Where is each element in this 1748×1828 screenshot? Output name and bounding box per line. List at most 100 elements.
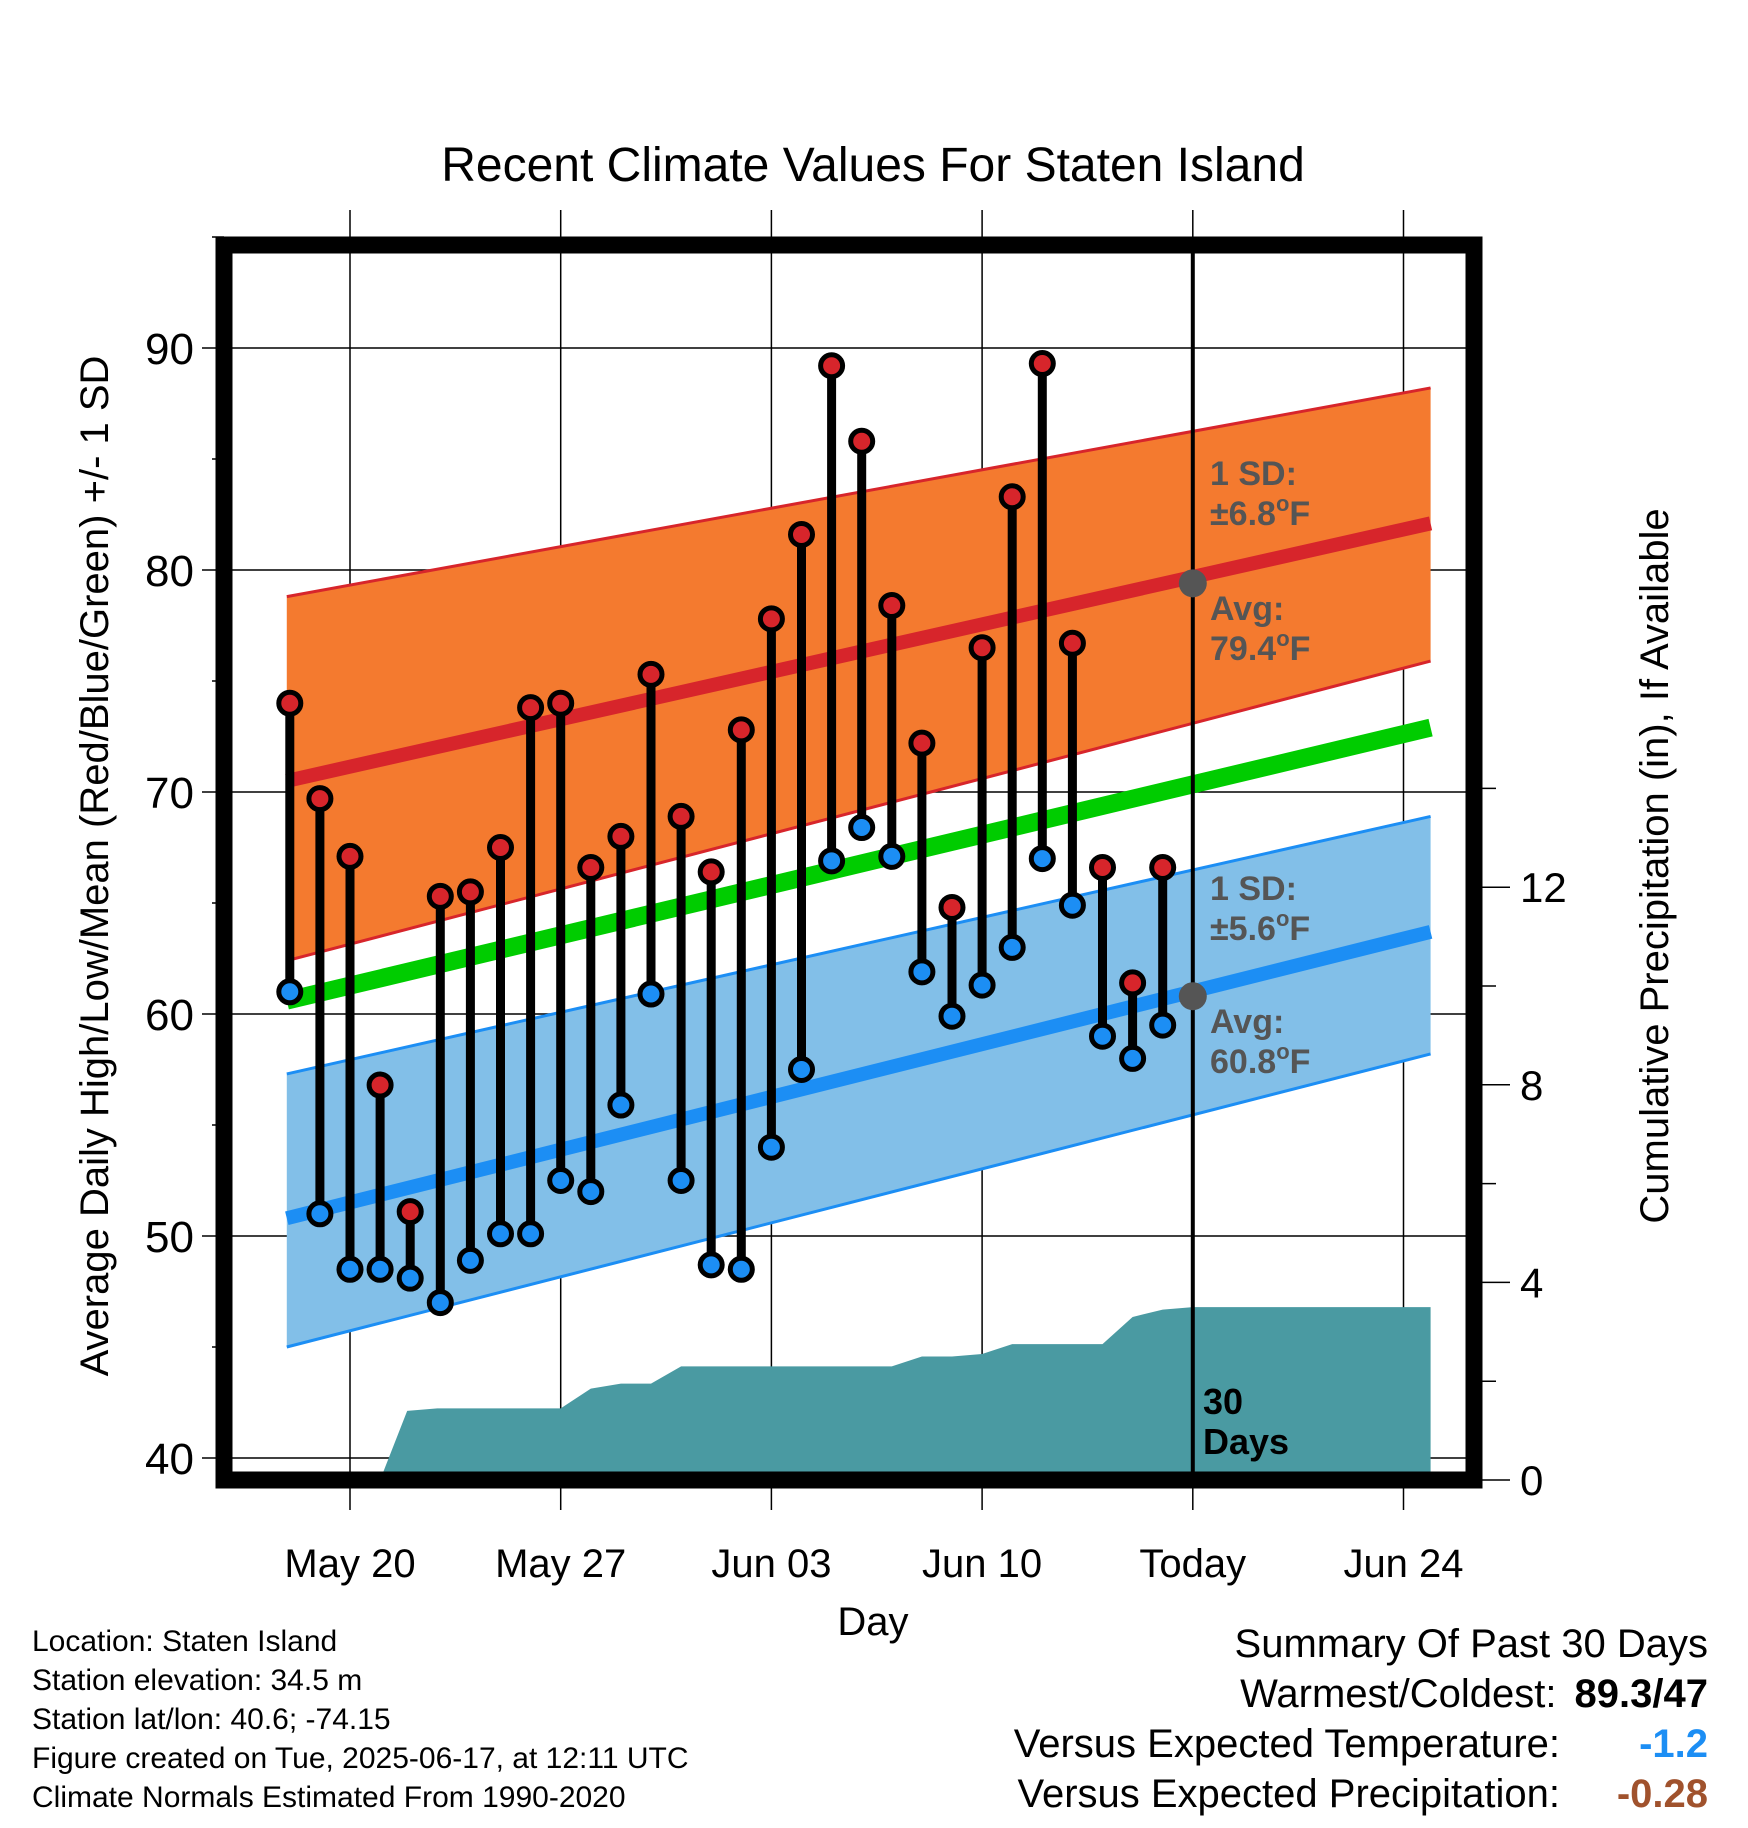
- summary-precip: Versus Expected Precipitation: -0.28: [1017, 1772, 1708, 1817]
- latlon-info: Station lat/lon: 40.6; -74.15: [32, 1703, 391, 1736]
- y-left-tick-label: 90: [145, 325, 194, 374]
- daily-low-point: [426, 1289, 454, 1317]
- y-left-tick-label: 40: [145, 1435, 194, 1484]
- daily-low-point: [607, 1091, 635, 1119]
- daily-low-point: [908, 958, 936, 986]
- daily-low-point: [306, 1200, 334, 1228]
- daily-high-point: [306, 785, 334, 813]
- daily-high-point: [697, 858, 725, 886]
- daily-low-point: [456, 1246, 484, 1274]
- daily-low-point: [637, 980, 665, 1008]
- high-sd-label-line: 1 SD:: [1210, 455, 1297, 493]
- y-axis-left-label: Average Daily High/Low/Mean (Red/Blue/Gr…: [73, 356, 117, 1377]
- daily-low-point: [276, 978, 304, 1006]
- high-avg-today-marker: [1178, 569, 1207, 598]
- high-sd-label-degree: o: [1276, 491, 1289, 516]
- low-sd-label-degree: o: [1276, 906, 1289, 931]
- daily-low-point: [788, 1056, 815, 1083]
- low-sd-label-line: 1 SD:: [1210, 870, 1297, 908]
- daily-low-point: [366, 1255, 394, 1283]
- daily-high-point: [818, 352, 846, 380]
- daily-high-point: [1149, 853, 1177, 881]
- daily-high-point: [757, 605, 785, 633]
- daily-low-point: [396, 1264, 424, 1292]
- days-label: 30 Days: [1203, 1381, 1289, 1462]
- summary-warm-cold: Warmest/Coldest: 89.3/47: [1240, 1672, 1708, 1717]
- daily-low-point: [1089, 1022, 1116, 1050]
- elevation-info: Station elevation: 34.5 m: [32, 1664, 363, 1697]
- temp-diff-label: Versus Expected Temperature:: [1013, 1722, 1560, 1766]
- daily-high-point: [848, 427, 876, 455]
- daily-high-point: [938, 893, 966, 921]
- x-tick-label: May 20: [284, 1542, 415, 1586]
- y-right-tick-label: 4: [1520, 1259, 1543, 1306]
- high-avg-label-line: 79.4oF: [1210, 626, 1310, 668]
- daily-high-point: [637, 660, 665, 688]
- high-avg-label-line: Avg:: [1210, 590, 1284, 628]
- y-left-tick-label: 50: [145, 1213, 194, 1262]
- high-sd-label-unit: F: [1289, 495, 1310, 533]
- daily-low-point: [487, 1220, 514, 1248]
- high-sd-label-line: ±6.8oF: [1210, 491, 1310, 533]
- daily-low-point: [1149, 1011, 1177, 1039]
- daily-low-point: [818, 847, 846, 875]
- low-avg-today-marker: [1178, 982, 1207, 1011]
- high-avg-label: Avg: 79.4oF: [1210, 590, 1310, 668]
- daily-high-point: [968, 634, 996, 662]
- daily-high-point: [607, 822, 635, 850]
- high-sd-label: 1 SD: ±6.8oF: [1210, 455, 1310, 533]
- daily-low-point: [1028, 845, 1056, 873]
- daily-low-point: [1119, 1044, 1147, 1072]
- precip-diff-value: -0.28: [1616, 1772, 1708, 1816]
- daily-low-point: [1058, 891, 1086, 919]
- daily-low-point: [336, 1255, 364, 1283]
- daily-high-point: [1058, 629, 1086, 657]
- low-sd-lower-edge: [286, 1052, 1431, 1349]
- low-sd-label: 1 SD: ±5.6oF: [1210, 870, 1310, 948]
- y-right-tick-label: 12: [1520, 864, 1567, 911]
- low-sd-label-line: ±5.6oF: [1210, 906, 1310, 948]
- plot-frame: [215, 236, 1483, 1489]
- daily-high-point: [396, 1198, 424, 1226]
- daily-high-point: [998, 483, 1026, 511]
- low-sd-label-unit: F: [1289, 910, 1310, 948]
- x-axis-label: Day: [837, 1600, 908, 1644]
- low-sd-upper-edge: [286, 814, 1431, 1076]
- daily-low-point: [757, 1133, 785, 1161]
- axes: May 20 May 27 Jun 03 Jun 10 Today Jun 2440506…: [145, 210, 1567, 1586]
- daily-high-point: [276, 689, 304, 717]
- daily-high-point: [1089, 853, 1116, 881]
- y-right-tick-label: 0: [1520, 1457, 1543, 1504]
- days-label-line: 30: [1203, 1381, 1243, 1422]
- low-avg-label: Avg: 60.8oF: [1210, 1003, 1310, 1081]
- x-tick-label: Jun 24: [1343, 1542, 1463, 1586]
- y-left-tick-label: 70: [145, 769, 194, 818]
- summary-temp: Versus Expected Temperature: -1.2: [1014, 1722, 1708, 1767]
- daily-high-point: [336, 842, 364, 870]
- daily-high-point: [1119, 969, 1147, 997]
- daily-low-point: [667, 1167, 695, 1194]
- daily-high-point: [426, 882, 454, 910]
- high-avg-label-unit: F: [1290, 630, 1311, 668]
- low-normal-line: [285, 925, 1433, 1226]
- daily-low-point: [697, 1251, 725, 1279]
- daily-low-point: [547, 1167, 575, 1194]
- daily-low-point: [938, 1002, 966, 1030]
- daily-high-point: [1028, 350, 1056, 378]
- daily-high-point: [487, 834, 514, 861]
- x-tick-label: Jun 03: [711, 1542, 831, 1586]
- y-right-tick-label: 8: [1520, 1062, 1543, 1109]
- daily-low-point: [517, 1220, 545, 1248]
- days-label-line: Days: [1203, 1421, 1289, 1462]
- daily-high-point: [878, 592, 906, 620]
- daily-low-point: [577, 1178, 605, 1206]
- precip-diff-label: Versus Expected Precipitation:: [1017, 1772, 1560, 1816]
- summary-title: Summary Of Past 30 Days: [1234, 1622, 1708, 1666]
- y-left-tick-label: 60: [145, 991, 194, 1040]
- location-info: Location: Staten Island: [32, 1625, 338, 1658]
- chart-title: Recent Climate Values For Staten Island: [441, 139, 1305, 192]
- created-info: Figure created on Tue, 2025-06-17, at 12…: [32, 1742, 689, 1775]
- daily-low-point: [848, 814, 876, 842]
